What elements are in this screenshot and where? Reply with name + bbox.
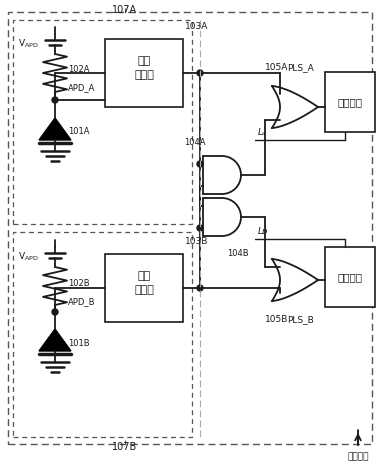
Circle shape [197,285,203,291]
Text: 105B: 105B [265,315,288,324]
Text: V$_{\rm APD}$: V$_{\rm APD}$ [18,251,39,263]
Text: カウンク: カウンク [337,272,363,282]
Text: 107A: 107A [112,5,138,15]
Text: PLS_A: PLS_A [287,63,314,72]
Text: 101A: 101A [68,128,90,136]
Bar [13,20,192,224]
Circle shape [52,309,58,315]
Text: 103B: 103B [185,237,208,246]
Text: PLS_B: PLS_B [287,315,314,324]
Text: Lᴅ: Lᴅ [258,227,269,236]
Text: 105A: 105A [265,63,288,72]
Text: APD_B: APD_B [68,298,95,306]
Text: V$_{\rm APD}$: V$_{\rm APD}$ [18,38,39,50]
Circle shape [197,70,203,76]
Text: 102A: 102A [68,66,90,74]
Bar [105,39,183,107]
Circle shape [52,97,58,103]
Text: 103A: 103A [185,22,208,31]
Text: 107B: 107B [112,442,138,452]
Text: 駅動信号: 駅動信号 [347,452,369,461]
Circle shape [197,225,203,231]
Text: 波形
整形部: 波形 整形部 [134,56,154,79]
Text: 101B: 101B [68,340,90,348]
Polygon shape [39,329,71,351]
Bar [325,72,375,132]
Text: Lₐ: Lₐ [258,128,266,137]
Text: 104B: 104B [227,249,249,258]
Text: APD_A: APD_A [68,84,95,92]
Bar [13,232,192,437]
Polygon shape [39,118,71,140]
Bar [105,254,183,322]
Text: 102B: 102B [68,280,90,288]
Text: 104A: 104A [184,138,206,147]
Circle shape [197,161,203,167]
Bar [325,247,375,307]
Text: カウンク: カウンク [337,97,363,107]
Text: 波形
整形部: 波形 整形部 [134,271,154,295]
